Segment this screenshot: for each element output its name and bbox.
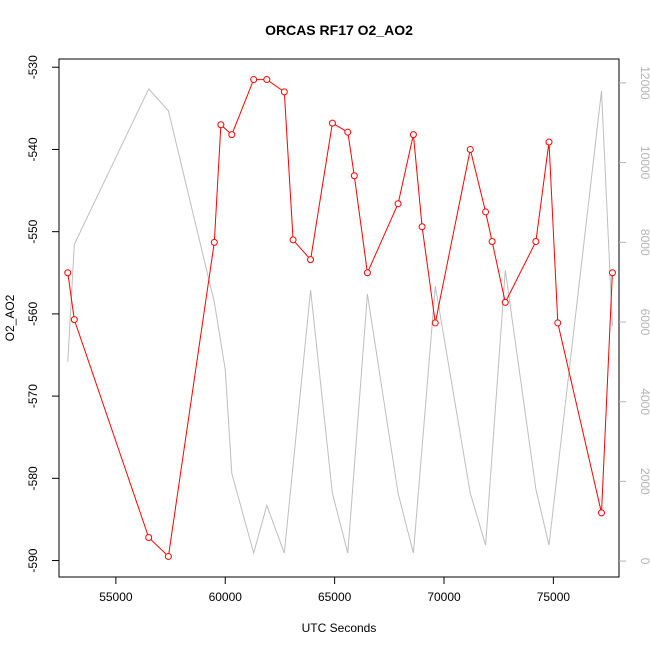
o2-ao2-data-point — [466, 145, 474, 153]
o2-ao2-data-point — [289, 236, 297, 244]
o2-ao2-data-point — [210, 238, 218, 246]
x-tick-label: 60000 — [209, 590, 243, 604]
o2-ao2-data-point — [501, 298, 509, 306]
x-tick-label: 55000 — [99, 590, 133, 604]
o2-ao2-data-point — [482, 208, 490, 216]
o2-ao2-data-point — [363, 269, 371, 277]
y2-tick-label: 2000 — [638, 468, 650, 495]
series-layer — [64, 76, 616, 560]
o2-ao2-data-point — [263, 76, 271, 84]
o2-ao2-data-point — [344, 128, 352, 136]
y2-tick-label: 6000 — [638, 309, 650, 336]
y-tick-label: -540 — [26, 137, 40, 161]
y-tick-label: -530 — [26, 55, 40, 79]
x-axis: 55000 60000 65000 70000 75000 — [99, 577, 570, 604]
y-axis-left: -530 -540 -550 -560 -570 -580 -590 — [26, 55, 59, 573]
y2-tick-label: 4000 — [638, 388, 650, 415]
x-tick-label: 75000 — [537, 590, 571, 604]
o2-ao2-data-point — [350, 172, 358, 180]
o2-ao2-data-point — [608, 269, 616, 277]
x-tick-label: 65000 — [318, 590, 352, 604]
secondary-series-line — [67, 88, 613, 555]
y-axis-label: O2_AO2 — [3, 294, 17, 341]
o2-ao2-data-point — [217, 121, 225, 129]
y-tick-label: -590 — [26, 548, 40, 572]
y2-tick-label: 0 — [638, 558, 650, 565]
o2-ao2-data-point — [431, 319, 439, 327]
o2-ao2-data-point — [532, 238, 540, 246]
o2-ao2-data-point — [228, 131, 236, 139]
o2-ao2-data-point — [328, 119, 336, 127]
o2-ao2-data-point — [280, 88, 288, 96]
o2-ao2-data-point — [554, 319, 562, 327]
y2-tick-label: 8000 — [638, 229, 650, 256]
o2-ao2-data-point — [545, 138, 553, 146]
o2-ao2-data-point — [418, 223, 426, 231]
o2-ao2-data-point — [598, 509, 605, 517]
x-axis-label: UTC Seconds — [302, 621, 377, 635]
plot-frame — [58, 58, 620, 578]
y-tick-label: -560 — [26, 302, 40, 326]
o2-ao2-data-point — [409, 131, 417, 139]
y-tick-label: -580 — [26, 466, 40, 490]
o2-ao2-data-point — [394, 200, 402, 208]
chart-title: ORCAS RF17 O2_AO2 — [265, 22, 413, 38]
y-tick-label: -570 — [26, 384, 40, 408]
y2-tick-label: 12000 — [638, 66, 650, 100]
x-tick-label: 70000 — [427, 590, 461, 604]
o2-ao2-data-point — [250, 76, 258, 84]
y-axis-right: 0 2000 4000 6000 8000 10000 12000 — [619, 66, 650, 565]
o2-ao2-data-point — [70, 316, 78, 324]
o2-ao2-data-point — [64, 269, 72, 277]
o2-ao2-data-point — [164, 552, 172, 560]
y-tick-label: -550 — [26, 219, 40, 243]
o2-ao2-data-point — [488, 238, 496, 246]
o2-ao2-data-point — [145, 534, 153, 542]
o2-ao2-data-point — [307, 256, 315, 264]
y2-tick-label: 10000 — [638, 146, 650, 180]
